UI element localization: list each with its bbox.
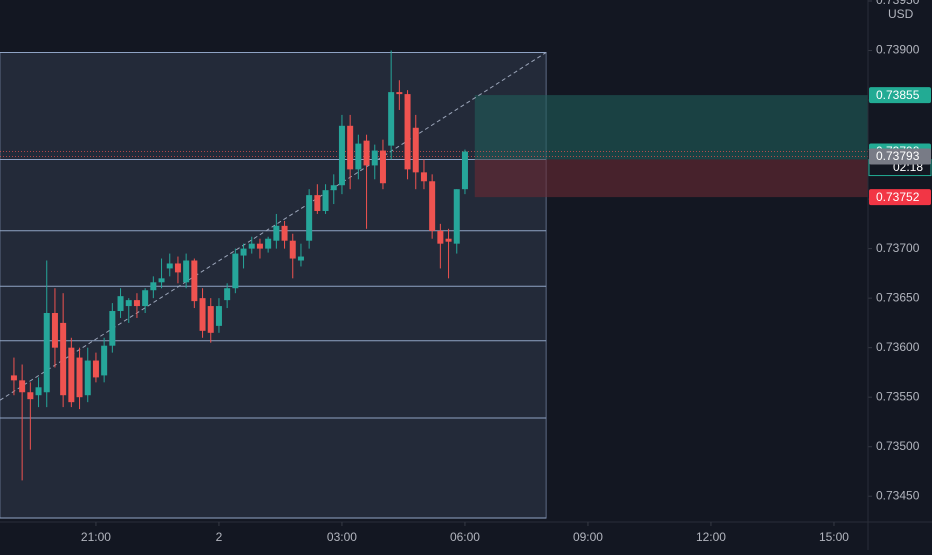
candle-body (10, 375, 17, 381)
candle-body (445, 238, 452, 242)
candle-body (355, 143, 362, 170)
x-tick-label: 21:00 (81, 530, 111, 544)
target-zone (474, 95, 868, 160)
currency-label: USD (888, 7, 914, 21)
candle-body (199, 298, 206, 331)
candle-body (412, 127, 419, 173)
y-tick-label: 0.73700 (876, 241, 920, 255)
y-tick-label: 0.73550 (876, 389, 920, 403)
candle-body (174, 263, 181, 273)
candle-body (371, 150, 378, 166)
candle-body (429, 181, 436, 231)
candle-body (265, 238, 272, 249)
candle-body (248, 243, 255, 249)
x-tick-label: 09:00 (573, 530, 603, 544)
candle-body (240, 248, 247, 256)
candle-body (109, 311, 116, 346)
x-tick-label: 12:00 (696, 530, 726, 544)
candle-body (363, 140, 370, 166)
price-label-bg (869, 189, 931, 206)
price-label-bg (869, 87, 931, 104)
x-tick-label: 2 (216, 530, 223, 544)
candle-body (117, 296, 124, 312)
candle-body (158, 278, 165, 283)
candle-body (60, 322, 67, 396)
candle-body (330, 185, 337, 191)
price-label-bg (869, 148, 931, 165)
trendline (0, 52, 547, 401)
x-tick-label: 03:00 (327, 530, 357, 544)
candle-body (101, 345, 108, 376)
y-tick-label: 0.73600 (876, 340, 920, 354)
candle-body (396, 92, 403, 95)
candle-body (322, 190, 329, 211)
candle-body (166, 263, 173, 269)
range-box (0, 51, 547, 519)
candle-body (76, 357, 83, 398)
candle-body (35, 387, 42, 396)
candle-body (256, 243, 263, 249)
candle-body (125, 300, 132, 307)
candle-body (150, 282, 157, 291)
candle-body (84, 360, 91, 396)
y-tick-label: 0.73950 (876, 0, 920, 7)
candle-body (43, 313, 50, 393)
candle-body (92, 360, 99, 378)
candle-body (347, 125, 354, 170)
candle-body (281, 225, 288, 241)
price-label: 0.73793 (876, 149, 920, 163)
candle-body (232, 253, 239, 289)
candle-body (273, 225, 280, 241)
candle-body (306, 195, 313, 241)
y-tick-label: 0.73450 (876, 488, 920, 502)
candle-body (453, 189, 460, 244)
x-tick-label: 06:00 (450, 530, 480, 544)
candle-body (338, 125, 345, 186)
x-tick-label: 15:00 (819, 530, 849, 544)
candle-body (379, 150, 386, 184)
candle-body (297, 256, 304, 261)
price-label: 0.73855 (876, 88, 920, 102)
candle-body (68, 347, 75, 403)
candle-body (404, 94, 411, 170)
candle-body (215, 306, 222, 326)
candle-body (314, 195, 321, 211)
price-label: 0.73752 (876, 190, 920, 204)
candle-body (142, 290, 149, 307)
candle-body (461, 151, 468, 190)
candle-body (420, 172, 427, 182)
stop-zone (474, 159, 868, 198)
candle-body (437, 230, 444, 244)
candle-body (27, 392, 34, 400)
candle-body (191, 260, 198, 302)
candle-body (224, 288, 231, 301)
candle-body (133, 300, 140, 307)
candle-body (289, 240, 296, 259)
y-tick-label: 0.73900 (876, 43, 920, 57)
candle-body (183, 260, 190, 283)
candle-body (19, 380, 26, 393)
candle-body (388, 92, 395, 146)
y-tick-label: 0.73650 (876, 290, 920, 304)
y-tick-label: 0.73500 (876, 439, 920, 453)
candle-body (207, 306, 214, 333)
candle-body (51, 313, 58, 348)
